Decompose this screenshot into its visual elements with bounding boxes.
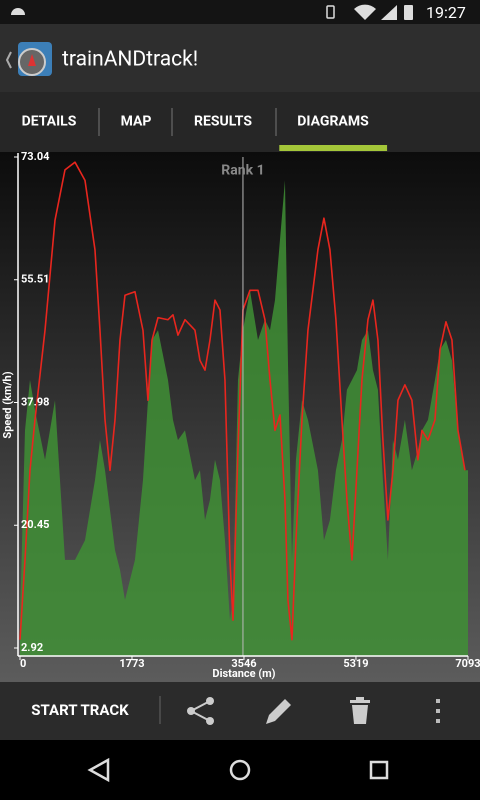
nav-bar (0, 740, 480, 800)
vibrate-icon (326, 5, 335, 19)
clock: 19:27 (426, 3, 466, 22)
delete-button[interactable] (350, 697, 370, 724)
app-bar (0, 24, 480, 92)
app-title: trainANDtrack! (62, 48, 198, 72)
selected-tab-indicator (279, 145, 388, 151)
y-tick-label: 20.45 (21, 518, 49, 531)
tab[interactable]: DETAILS (22, 114, 77, 130)
android-icon (11, 8, 25, 15)
annotation-label: Rank 1 (221, 163, 264, 179)
overflow-button[interactable] (436, 699, 440, 723)
start-track-button[interactable]: START TRACK (31, 701, 129, 719)
y-tick-label: 55.51 (21, 273, 49, 286)
status-bar (0, 0, 480, 24)
tab-bar (0, 92, 480, 152)
back-button[interactable] (87, 757, 110, 783)
plot: Rank 1 2.92 20.45 37.98 55.51 73.04 0 1773 3546 5… (1, 150, 480, 680)
x-tick-label: 0 (20, 657, 26, 670)
recents-button[interactable] (369, 760, 389, 780)
up-caret[interactable] (5, 51, 12, 69)
y-tick-label: 73.04 (21, 150, 50, 163)
home-button[interactable] (229, 759, 251, 781)
tab[interactable]: MAP (121, 114, 152, 130)
y-axis-label: Speed (km/h) (1, 371, 14, 438)
edit-button[interactable] (266, 699, 291, 724)
app-icon[interactable] (18, 42, 52, 76)
wifi-icon (354, 4, 376, 20)
bottom-bar (0, 682, 480, 740)
line-series (19, 161, 466, 641)
status-icons (11, 4, 413, 20)
signal-icon (381, 5, 397, 20)
x-tick-label: 7093 (455, 657, 480, 670)
share-button[interactable] (187, 697, 214, 725)
tab[interactable]: DIAGRAMS (297, 114, 369, 130)
battery-icon (404, 5, 413, 20)
x-tick-label: 1773 (119, 657, 144, 670)
x-tick-label: 5319 (343, 657, 368, 670)
tab-dividers (98, 108, 277, 136)
y-tick-label: 2.92 (21, 641, 43, 654)
x-tick-label: 3546 (231, 657, 256, 670)
tab[interactable]: RESULTS (194, 114, 252, 130)
y-tick-label: 37.98 (21, 395, 49, 408)
x-axis-label: Distance (m) (212, 667, 275, 680)
area-series (20, 180, 468, 656)
